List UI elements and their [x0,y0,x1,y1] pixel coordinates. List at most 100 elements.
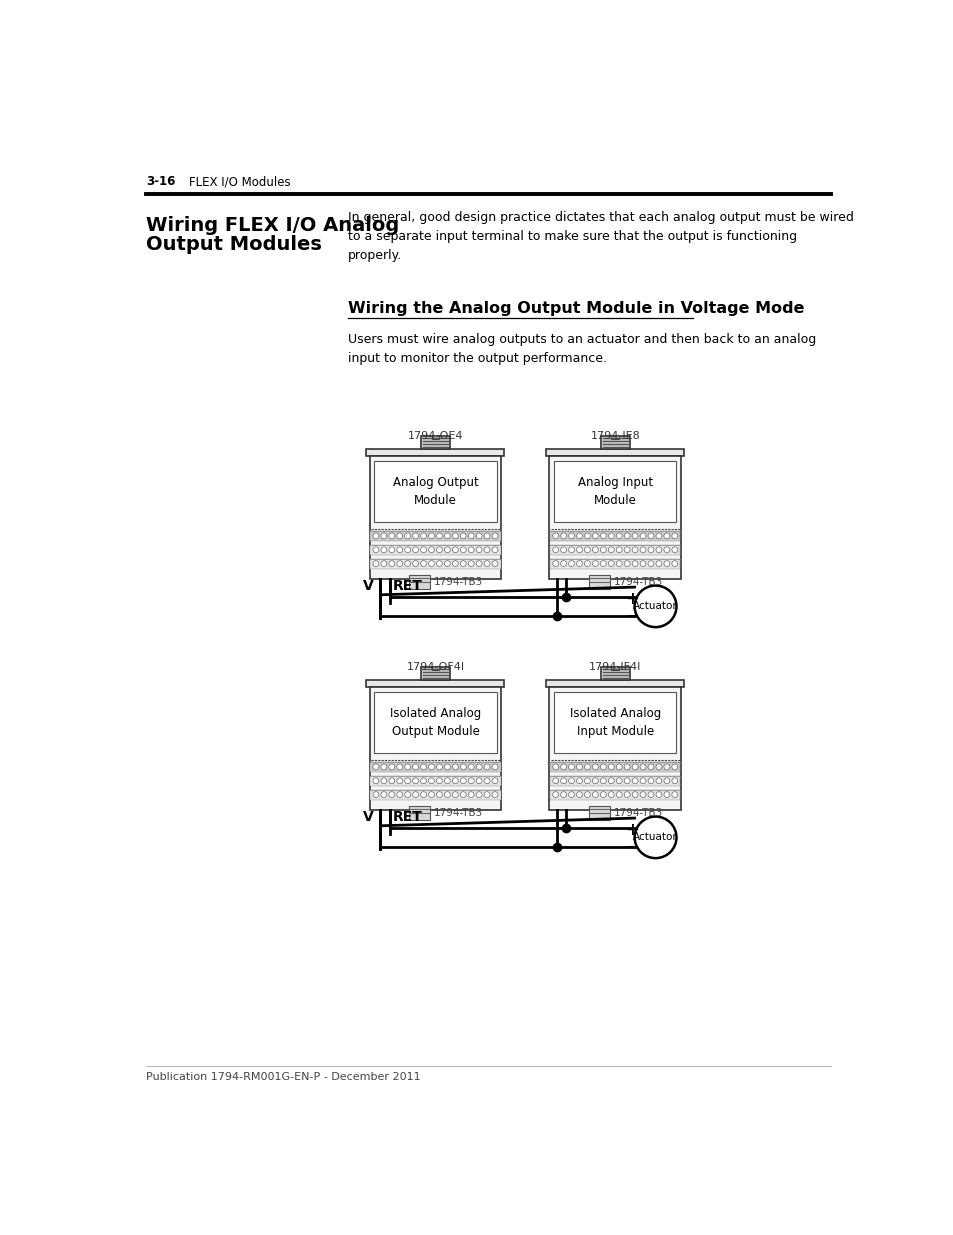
Circle shape [647,534,653,538]
Circle shape [584,764,590,769]
Circle shape [560,561,566,567]
Circle shape [632,534,638,538]
Circle shape [373,778,378,784]
Circle shape [599,792,606,798]
Circle shape [663,764,669,769]
Circle shape [656,561,661,567]
Text: FLEX I/O Modules: FLEX I/O Modules [189,175,291,188]
Circle shape [647,547,653,553]
Bar [369,456,500,579]
Text: −: − [625,606,639,625]
Circle shape [632,561,638,567]
Circle shape [671,778,677,784]
Circle shape [616,764,621,769]
Bar [599,436,629,448]
Circle shape [483,561,490,567]
Circle shape [584,547,590,553]
Bar [370,776,500,785]
Text: RET: RET [393,810,422,824]
Text: Publication 1794-RM001G-EN-P - December 2011: Publication 1794-RM001G-EN-P - December … [146,1072,420,1082]
Circle shape [420,778,426,784]
Circle shape [568,778,574,784]
Circle shape [396,561,402,567]
Circle shape [420,792,426,798]
Circle shape [592,561,598,567]
Circle shape [552,792,558,798]
Circle shape [568,792,574,798]
Circle shape [592,778,598,784]
Circle shape [492,547,497,553]
Circle shape [396,778,402,784]
Circle shape [389,561,395,567]
Circle shape [599,547,606,553]
Circle shape [413,792,418,798]
Bar [611,666,618,671]
Circle shape [460,778,466,784]
Circle shape [576,792,582,798]
Bar [420,436,450,448]
Bar [374,692,497,753]
Circle shape [404,534,410,538]
Circle shape [396,792,402,798]
Circle shape [592,547,598,553]
Circle shape [468,778,474,784]
Circle shape [639,547,645,553]
Text: 1794-TB3: 1794-TB3 [433,808,482,818]
Text: 1794-OE4: 1794-OE4 [407,431,463,441]
Circle shape [444,764,450,769]
Circle shape [671,534,677,538]
Bar [370,789,500,799]
Circle shape [576,561,582,567]
Circle shape [428,534,434,538]
Circle shape [623,547,629,553]
Circle shape [436,534,442,538]
Text: Isolated Analog
Output Module: Isolated Analog Output Module [390,708,480,739]
Circle shape [460,547,466,553]
Circle shape [483,534,490,538]
Circle shape [639,534,645,538]
Circle shape [632,792,638,798]
Bar [409,574,430,589]
Circle shape [380,561,386,567]
Circle shape [413,764,418,769]
Text: RET: RET [393,578,422,593]
Bar [554,692,676,753]
Circle shape [436,778,442,784]
Circle shape [608,792,614,798]
Circle shape [623,764,629,769]
Circle shape [576,778,582,784]
Circle shape [492,792,497,798]
Bar [549,687,680,810]
Circle shape [436,561,442,567]
Text: In general, good design practice dictates that each analog output must be wired
: In general, good design practice dictate… [348,211,853,262]
Circle shape [380,764,386,769]
Circle shape [592,534,598,538]
Bar [611,435,618,440]
Circle shape [452,534,457,538]
Circle shape [476,792,481,798]
Circle shape [460,764,466,769]
Bar [550,776,679,785]
Circle shape [389,534,395,538]
Circle shape [476,534,481,538]
Text: 1794-TB3: 1794-TB3 [613,577,662,587]
Circle shape [616,778,621,784]
Circle shape [568,534,574,538]
Bar [550,558,679,568]
Circle shape [639,764,645,769]
Circle shape [413,534,418,538]
Bar [369,687,500,810]
Bar [599,667,629,679]
Circle shape [608,561,614,567]
Circle shape [468,792,474,798]
Circle shape [380,792,386,798]
Circle shape [584,534,590,538]
Circle shape [460,561,466,567]
Circle shape [576,764,582,769]
Text: Analog Output
Module: Analog Output Module [393,477,477,508]
Circle shape [632,778,638,784]
Circle shape [599,764,606,769]
Circle shape [476,561,481,567]
Text: 3-16: 3-16 [146,175,175,188]
Text: +: + [625,820,639,839]
